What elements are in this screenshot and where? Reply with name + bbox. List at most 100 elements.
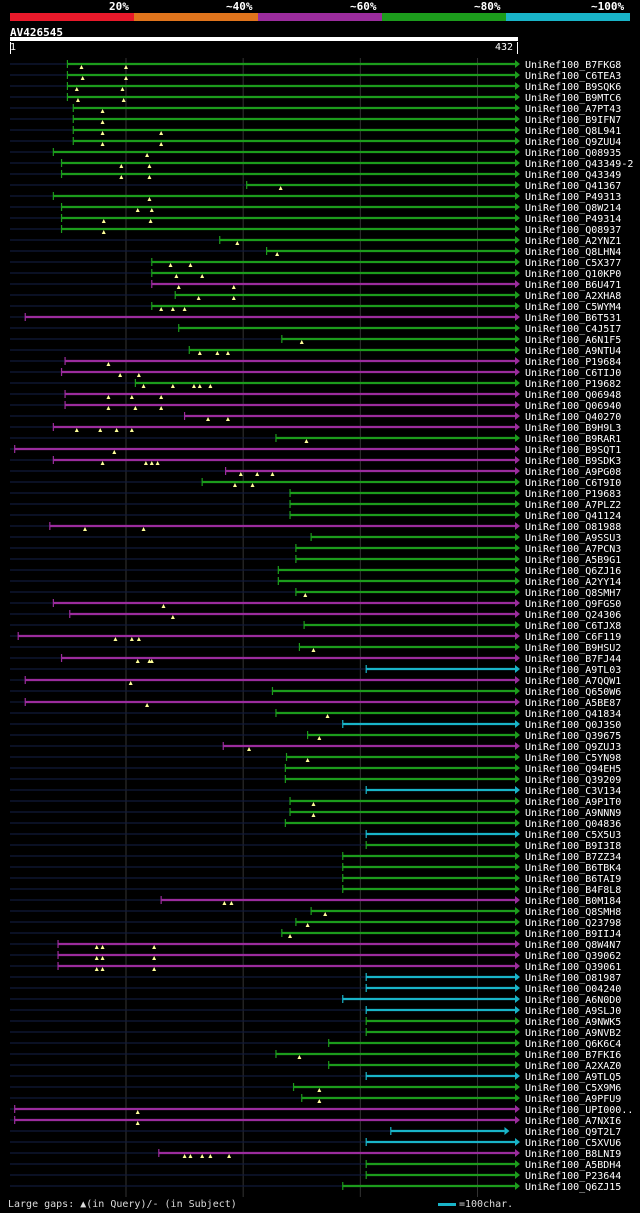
hit-label[interactable]: UniRef100_Q08937 bbox=[525, 225, 621, 236]
hit-label[interactable]: UniRef100_Q39209 bbox=[525, 775, 621, 786]
hit-label[interactable]: UniRef100_A9PFU9 bbox=[525, 1094, 621, 1105]
hit-label[interactable]: UniRef100_C6F119 bbox=[525, 632, 621, 643]
hit-label[interactable]: UniRef100_C5X9M6 bbox=[525, 1083, 621, 1094]
hit-label[interactable]: UniRef100_A7NXI6 bbox=[525, 1116, 621, 1127]
hit-label[interactable]: UniRef100_Q39062 bbox=[525, 951, 621, 962]
hit-label[interactable]: UniRef100_C6TIJ0 bbox=[525, 368, 621, 379]
hit-label[interactable]: UniRef100_A7QQW1 bbox=[525, 676, 621, 687]
hit-label[interactable]: UniRef100_A7PLZ2 bbox=[525, 500, 621, 511]
hit-label[interactable]: UniRef100_Q0J3S0 bbox=[525, 720, 621, 731]
hit-label[interactable]: UniRef100_B9RAR1 bbox=[525, 434, 621, 445]
hit-label[interactable]: UniRef100_Q8SMH7 bbox=[525, 588, 621, 599]
hit-label[interactable]: UniRef100_A9SSU3 bbox=[525, 533, 621, 544]
hit-label[interactable]: UniRef100_Q6K6C4 bbox=[525, 1039, 621, 1050]
hit-label[interactable]: UniRef100_Q6ZJ15 bbox=[525, 1182, 621, 1193]
hit-label[interactable]: UniRef100_Q04836 bbox=[525, 819, 621, 830]
hit-label[interactable]: UniRef100_B4F8L8 bbox=[525, 885, 621, 896]
hit-label[interactable]: UniRef100_A9TL03 bbox=[525, 665, 621, 676]
hit-label[interactable]: UniRef100_B7ZZ34 bbox=[525, 852, 621, 863]
hit-label[interactable]: UniRef100_Q6ZJ16 bbox=[525, 566, 621, 577]
hit-label[interactable]: UniRef100_P19682 bbox=[525, 379, 621, 390]
hit-label[interactable]: UniRef100_A7PCN3 bbox=[525, 544, 621, 555]
hit-label[interactable]: UniRef100_Q06940 bbox=[525, 401, 621, 412]
hit-label[interactable]: UniRef100_A9NTU4 bbox=[525, 346, 621, 357]
hit-label[interactable]: UniRef100_B6T531 bbox=[525, 313, 621, 324]
hit-label[interactable]: UniRef100_O04240 bbox=[525, 984, 621, 995]
hit-label[interactable]: UniRef100_Q8SMH8 bbox=[525, 907, 621, 918]
hit-label[interactable]: UniRef100_UPI000.. bbox=[525, 1105, 633, 1116]
hit-label[interactable]: UniRef100_Q23798 bbox=[525, 918, 621, 929]
hit-label[interactable]: UniRef100_Q94EH5 bbox=[525, 764, 621, 775]
hit-label[interactable]: UniRef100_B9HSU2 bbox=[525, 643, 621, 654]
hit-label[interactable]: UniRef100_A9NVB2 bbox=[525, 1028, 621, 1039]
hit-label[interactable]: UniRef100_B9IFN7 bbox=[525, 115, 621, 126]
hit-label[interactable]: UniRef100_B9I3I8 bbox=[525, 841, 621, 852]
hit-label[interactable]: UniRef100_Q8L941 bbox=[525, 126, 621, 137]
hit-label[interactable]: UniRef100_C3V134 bbox=[525, 786, 621, 797]
hit-label[interactable]: UniRef100_B9IIJ4 bbox=[525, 929, 621, 940]
hit-label[interactable]: UniRef100_P49314 bbox=[525, 214, 621, 225]
hit-label[interactable]: UniRef100_A7PT43 bbox=[525, 104, 621, 115]
hit-label[interactable]: UniRef100_P19683 bbox=[525, 489, 621, 500]
hit-label[interactable]: UniRef100_A2XHA8 bbox=[525, 291, 621, 302]
hit-label[interactable]: UniRef100_Q43349-2 bbox=[525, 159, 633, 170]
hit-label[interactable]: UniRef100_Q41124 bbox=[525, 511, 621, 522]
hit-label[interactable]: UniRef100_Q8W214 bbox=[525, 203, 621, 214]
hit-label[interactable]: UniRef100_Q9ZUJ3 bbox=[525, 742, 621, 753]
hit-label[interactable]: UniRef100_Q06948 bbox=[525, 390, 621, 401]
hit-label[interactable]: UniRef100_A9TLQ5 bbox=[525, 1072, 621, 1083]
hit-label[interactable]: UniRef100_B9SQT1 bbox=[525, 445, 621, 456]
hit-label[interactable]: UniRef100_C5WYM4 bbox=[525, 302, 621, 313]
hit-label[interactable]: UniRef100_Q39061 bbox=[525, 962, 621, 973]
hit-label[interactable]: UniRef100_B6TAI9 bbox=[525, 874, 621, 885]
hit-label[interactable]: UniRef100_Q40270 bbox=[525, 412, 621, 423]
hit-label[interactable]: UniRef100_C6T9I0 bbox=[525, 478, 621, 489]
hit-label[interactable]: UniRef100_Q39675 bbox=[525, 731, 621, 742]
hit-label[interactable]: UniRef100_B7FKG8 bbox=[525, 60, 621, 71]
hit-label[interactable]: UniRef100_A6N0D0 bbox=[525, 995, 621, 1006]
hit-label[interactable]: UniRef100_B7FJ44 bbox=[525, 654, 621, 665]
hit-label[interactable]: UniRef100_Q9T2L7 bbox=[525, 1127, 621, 1138]
hit-label[interactable]: UniRef100_A9PG08 bbox=[525, 467, 621, 478]
hit-label[interactable]: UniRef100_Q650W6 bbox=[525, 687, 621, 698]
hit-label[interactable]: UniRef100_B0M184 bbox=[525, 896, 621, 907]
hit-label[interactable]: UniRef100_C5X5U3 bbox=[525, 830, 621, 841]
hit-label[interactable]: UniRef100_B7FKI6 bbox=[525, 1050, 621, 1061]
hit-label[interactable]: UniRef100_A9NWK5 bbox=[525, 1017, 621, 1028]
hit-label[interactable]: UniRef100_C5YN98 bbox=[525, 753, 621, 764]
hit-label[interactable]: UniRef100_C6TJX8 bbox=[525, 621, 621, 632]
hit-label[interactable]: UniRef100_B9H9L3 bbox=[525, 423, 621, 434]
hit-label[interactable]: UniRef100_Q41834 bbox=[525, 709, 621, 720]
hit-label[interactable]: UniRef100_Q08935 bbox=[525, 148, 621, 159]
hit-label[interactable]: UniRef100_Q9ZUU4 bbox=[525, 137, 621, 148]
hit-label[interactable]: UniRef100_A2XAZ0 bbox=[525, 1061, 621, 1072]
hit-label[interactable]: UniRef100_A6N1F5 bbox=[525, 335, 621, 346]
hit-label[interactable]: UniRef100_O81987 bbox=[525, 973, 621, 984]
hit-label[interactable]: UniRef100_A9NNN9 bbox=[525, 808, 621, 819]
hit-label[interactable]: UniRef100_A2YY14 bbox=[525, 577, 621, 588]
hit-label[interactable]: UniRef100_Q8W4N7 bbox=[525, 940, 621, 951]
hit-label[interactable]: UniRef100_O81988 bbox=[525, 522, 621, 533]
hit-label[interactable]: UniRef100_Q8LHN4 bbox=[525, 247, 621, 258]
hit-label[interactable]: UniRef100_C5XVU6 bbox=[525, 1138, 621, 1149]
hit-label[interactable]: UniRef100_A2YNZ1 bbox=[525, 236, 621, 247]
hit-label[interactable]: UniRef100_Q9FGS0 bbox=[525, 599, 621, 610]
hit-label[interactable]: UniRef100_A5BE87 bbox=[525, 698, 621, 709]
hit-label[interactable]: UniRef100_B6TBK4 bbox=[525, 863, 621, 874]
hit-label[interactable]: UniRef100_B8LNI9 bbox=[525, 1149, 621, 1160]
hit-label[interactable]: UniRef100_C5X377 bbox=[525, 258, 621, 269]
hit-label[interactable]: UniRef100_C4J5I7 bbox=[525, 324, 621, 335]
hit-label[interactable]: UniRef100_Q43349 bbox=[525, 170, 621, 181]
hit-label[interactable]: UniRef100_P19684 bbox=[525, 357, 621, 368]
hit-label[interactable]: UniRef100_Q10KP0 bbox=[525, 269, 621, 280]
hit-label[interactable]: UniRef100_A9SLJ0 bbox=[525, 1006, 621, 1017]
hit-label[interactable]: UniRef100_C6TEA3 bbox=[525, 71, 621, 82]
hit-label[interactable]: UniRef100_A5B9G1 bbox=[525, 555, 621, 566]
hit-label[interactable]: UniRef100_A5BDH4 bbox=[525, 1160, 621, 1171]
hit-label[interactable]: UniRef100_B9SQK6 bbox=[525, 82, 621, 93]
hit-label[interactable]: UniRef100_P49313 bbox=[525, 192, 621, 203]
hit-label[interactable]: UniRef100_Q24306 bbox=[525, 610, 621, 621]
hit-label[interactable]: UniRef100_B9MTC6 bbox=[525, 93, 621, 104]
hit-label[interactable]: UniRef100_B9SDK3 bbox=[525, 456, 621, 467]
hit-label[interactable]: UniRef100_B6U471 bbox=[525, 280, 621, 291]
